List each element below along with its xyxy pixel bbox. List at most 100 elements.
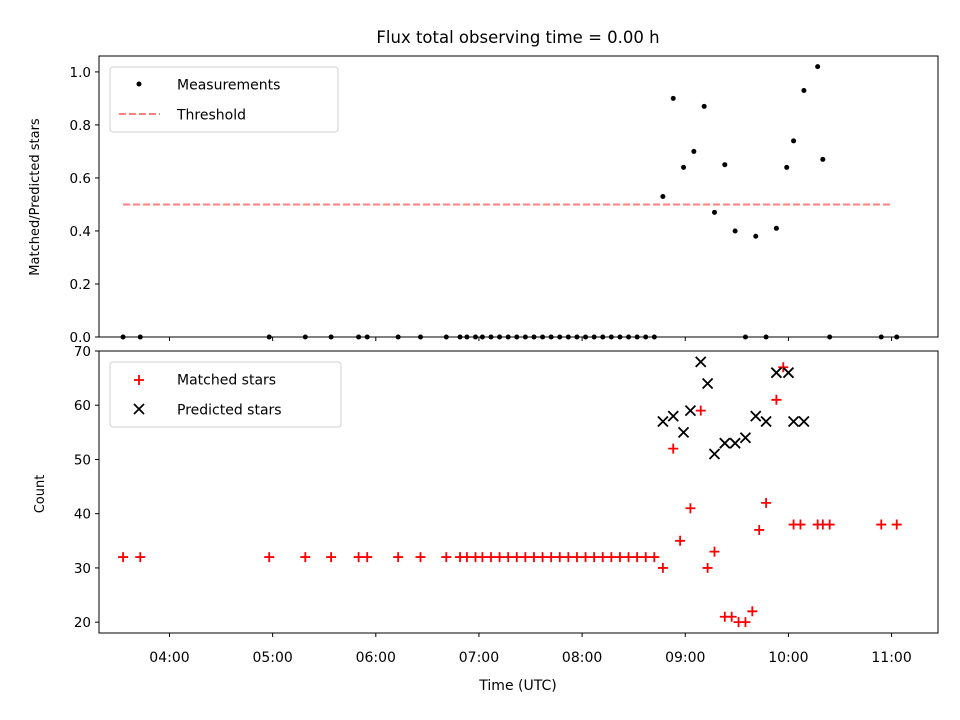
predicted-star-point	[729, 437, 741, 449]
matched-star-point	[695, 405, 706, 416]
measurement-point	[681, 164, 687, 170]
x-tick-label: 09:00	[665, 650, 705, 666]
bottom-legend: Matched stars Predicted stars	[109, 361, 342, 428]
matched-star-point	[709, 546, 720, 557]
measurement-point	[791, 138, 797, 144]
x-tick-label: 07:00	[459, 650, 499, 666]
matched-star-point	[657, 562, 668, 573]
legend-matched-marker	[134, 375, 144, 385]
matched-star-point	[649, 552, 660, 563]
x-tick-label: 06:00	[356, 650, 396, 666]
measurement-point	[722, 162, 728, 168]
matched-star-point	[640, 552, 651, 563]
matched-star-point	[778, 362, 789, 373]
matched-star-point	[589, 552, 600, 563]
matched-star-point	[685, 503, 696, 514]
measurement-point	[773, 225, 779, 231]
predicted-star-point	[701, 377, 714, 390]
matched-star-point	[668, 443, 679, 454]
x-tick-label: 05:00	[252, 650, 292, 666]
top-y-tick-label: 0.8	[70, 118, 91, 134]
matched-star-point	[537, 552, 548, 563]
predicted-star-point	[667, 410, 679, 422]
matched-star-point	[580, 552, 591, 563]
measurement-point	[801, 87, 807, 93]
matched-star-point	[761, 497, 772, 508]
matched-star-point	[393, 552, 404, 563]
top-y-tick-label: 0.4	[70, 224, 91, 240]
predicted-star-point	[798, 415, 810, 428]
measurement-point	[670, 95, 676, 101]
matched-star-point	[606, 552, 617, 563]
matched-star-point	[702, 562, 713, 573]
measurement-point	[784, 164, 790, 170]
matched-star-point	[614, 552, 625, 563]
measurement-point	[701, 103, 707, 109]
top-axes: Matched/Predicted stars 0.0 0.2 0.4 0.6 0.8 1…	[28, 55, 939, 346]
matched-star-point	[623, 552, 634, 563]
x-tick-label: 04:00	[149, 650, 189, 666]
matched-star-point	[563, 552, 574, 563]
bottom-y-tick-label: 70	[74, 344, 91, 360]
x-axis-label: Time (UTC)	[478, 678, 556, 694]
bottom-y-axis-label: Count	[33, 475, 48, 514]
legend-threshold-label: Threshold	[176, 108, 246, 124]
matched-star-point	[597, 552, 608, 563]
matched-star-point	[554, 552, 565, 563]
legend-predicted-label: Predicted stars	[177, 403, 282, 419]
matched-star-point	[511, 552, 522, 563]
matched-star-point	[546, 552, 557, 563]
top-axes-frame	[98, 55, 939, 338]
matched-star-point	[353, 552, 364, 563]
predicted-star-point	[782, 367, 795, 379]
matched-star-point	[675, 535, 686, 546]
bottom-y-tick-label: 50	[74, 452, 91, 468]
figure-title: Flux total observing time = 0.00 h	[376, 28, 659, 47]
top-y-tick-label: 0.2	[70, 277, 91, 293]
matched-star-point	[747, 606, 758, 617]
matched-star-point	[135, 552, 146, 563]
matched-star-point	[485, 552, 496, 563]
matched-star-point	[571, 552, 582, 563]
top-y-tick-label: 0.6	[70, 171, 91, 187]
x-tick-label: 08:00	[562, 650, 602, 666]
bottom-y-tick-label: 20	[74, 615, 91, 631]
bottom-legend-box	[109, 361, 342, 428]
matched-star-point	[754, 524, 765, 535]
top-y-tick-label: 1.0	[70, 65, 91, 81]
predicted-star-point	[739, 432, 752, 444]
matched-star-point	[264, 552, 275, 563]
matched-star-point	[740, 617, 751, 628]
bottom-axes: Count 20 30 40 50 60 70 04:00 05:00 06:00 07:00 08…	[33, 344, 939, 694]
predicted-star-point	[760, 415, 772, 428]
measurement-point	[815, 64, 821, 70]
measurement-point	[711, 209, 717, 215]
measurement-point	[732, 228, 738, 234]
top-legend-box	[109, 66, 339, 133]
legend-measurements-marker	[136, 81, 142, 87]
top-legend: Measurements Threshold	[109, 66, 339, 133]
bottom-plot-area: 20 30 40 50 60 70 04:00 05:00 06:00 07:00 08:00 09:…	[74, 344, 912, 666]
predicted-star-point	[657, 415, 669, 428]
bottom-y-tick-label: 40	[74, 507, 91, 523]
matched-star-point	[771, 394, 782, 405]
matched-star-point	[461, 552, 472, 563]
matched-star-point	[441, 552, 452, 563]
x-tick-label: 11:00	[871, 650, 911, 666]
x-tick-label: 10:00	[768, 650, 808, 666]
matched-star-point	[520, 552, 531, 563]
matched-star-point	[795, 519, 806, 530]
matched-star-point	[503, 552, 514, 563]
matched-star-point	[726, 611, 737, 622]
measurement-point	[660, 194, 666, 199]
predicted-star-point	[750, 410, 762, 422]
matched-star-point	[326, 552, 337, 563]
matched-star-point	[824, 519, 835, 530]
bottom-y-tick-label: 30	[74, 561, 91, 577]
matched-star-point	[118, 552, 129, 563]
predicted-star-point	[787, 415, 800, 428]
matched-star-point	[477, 552, 488, 563]
top-y-tick-label: 0.0	[70, 330, 91, 346]
top-y-axis-label: Matched/Predicted stars	[28, 118, 43, 276]
